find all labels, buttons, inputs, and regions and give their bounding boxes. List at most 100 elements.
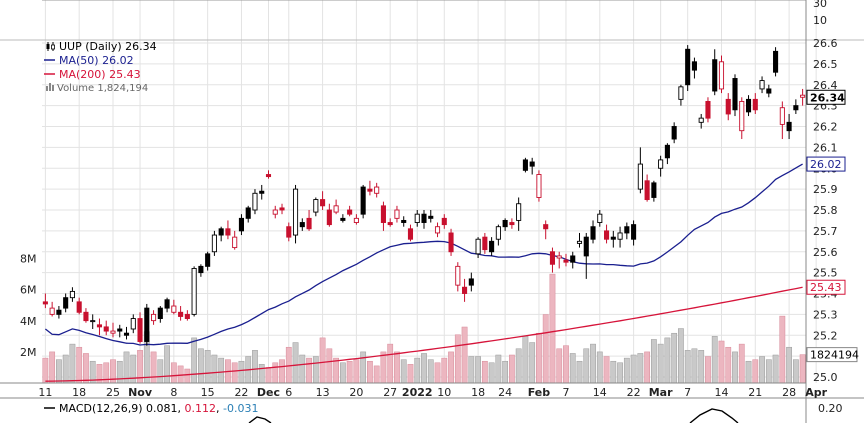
candle-body — [462, 286, 468, 294]
candle-body — [272, 209, 278, 215]
candle-body — [205, 253, 211, 267]
candle-body — [617, 232, 623, 240]
candle-body — [279, 207, 285, 211]
x-tick-label: 14 — [593, 386, 607, 399]
volume-bar — [779, 315, 786, 384]
candle-body — [691, 61, 697, 71]
volume-bar — [590, 343, 596, 384]
candle-body — [151, 313, 157, 322]
volume-bar — [211, 354, 218, 384]
price-badge-label: 26.34 — [810, 91, 845, 104]
volume-bar — [184, 368, 191, 384]
volume-bar — [265, 367, 272, 384]
candle-body — [292, 188, 299, 236]
volume-bar — [380, 351, 387, 384]
price-tick-label: 25.0 — [813, 371, 838, 384]
volume-bar — [488, 362, 495, 384]
price-badge — [806, 156, 846, 172]
x-tick-label: 24 — [498, 386, 512, 399]
volume-bar — [427, 359, 434, 384]
candle-body — [367, 188, 373, 192]
candle-body — [265, 174, 272, 178]
candle-body — [123, 332, 130, 336]
volume-bar — [339, 362, 346, 384]
volume-bar — [623, 357, 630, 384]
volume-bar — [529, 342, 536, 384]
candle-body — [401, 219, 407, 223]
x-tick-label: Dec — [257, 386, 280, 399]
volume-bar — [705, 356, 711, 384]
candle-body — [218, 228, 224, 236]
volume-bar — [637, 353, 644, 384]
x-tick-label: 2022 — [402, 386, 433, 399]
candle-body — [178, 311, 184, 317]
candle-body — [42, 301, 48, 305]
volume-bar — [745, 360, 752, 384]
volume-bar — [563, 345, 569, 384]
candle-body — [779, 107, 785, 125]
volume-bar — [252, 350, 258, 384]
volume-bar — [502, 360, 509, 384]
candle-body — [610, 236, 616, 240]
volume-bar — [373, 365, 380, 384]
x-tick-label: 15 — [201, 386, 215, 399]
candle-body — [184, 313, 190, 319]
x-tick-label: 14 — [714, 386, 728, 399]
candle-body — [211, 234, 217, 253]
candle-body — [725, 98, 731, 115]
price-tick-label: 26.1 — [813, 141, 838, 154]
volume-bar — [786, 346, 792, 384]
candle-body — [238, 217, 244, 232]
candle-body — [49, 307, 55, 315]
volume-bar — [387, 343, 394, 384]
volume-bar — [468, 356, 475, 384]
candle-body — [320, 199, 326, 207]
volume-bar — [759, 356, 765, 384]
volume-bar — [42, 357, 49, 384]
candle-body — [644, 180, 650, 201]
candle-body — [664, 144, 670, 159]
volume-bar — [333, 357, 339, 384]
volume-bar — [204, 350, 211, 384]
x-tick-label: Nov — [128, 386, 153, 399]
volume-bar — [62, 354, 69, 384]
candle-body — [306, 217, 312, 230]
price-tick-label: 25.8 — [813, 204, 838, 217]
volume-bar — [583, 348, 590, 384]
price-tick-label: 30 — [813, 0, 827, 10]
legend-entry: UUP (Daily) 26.34 — [59, 40, 157, 53]
volume-bar — [691, 348, 698, 384]
volume-bar — [434, 362, 441, 384]
x-tick-label: 20 — [349, 386, 363, 399]
volume-bar — [170, 362, 177, 384]
candle-body — [83, 311, 89, 322]
price-tick-label: 25.2 — [813, 329, 838, 342]
volume-bar — [461, 326, 468, 384]
x-tick-label: Apr — [805, 386, 827, 399]
candle-body — [130, 318, 136, 330]
volume-bar — [238, 360, 245, 384]
candle-body — [549, 251, 556, 265]
candle-body — [69, 290, 75, 299]
candle-body — [773, 50, 779, 73]
candle-body — [739, 100, 745, 132]
price-tick-label: 26.4 — [813, 79, 838, 92]
volume-bar — [197, 348, 204, 384]
volume-bar — [400, 359, 407, 384]
volume-bar — [792, 359, 799, 384]
volume-bar — [76, 346, 83, 384]
volume-bar — [752, 359, 759, 384]
volume-bar — [312, 356, 319, 384]
candle-body — [637, 163, 643, 190]
volume-bar — [394, 351, 400, 384]
grid-lines — [0, 0, 864, 383]
volume-bar — [799, 354, 806, 384]
candle-body — [245, 207, 251, 219]
candle-body — [624, 226, 630, 234]
candle-body — [441, 217, 447, 226]
candle-body — [117, 328, 123, 332]
price-tick-label: 25.6 — [813, 246, 838, 259]
x-tick-label: 28 — [782, 386, 796, 399]
candle-body — [353, 217, 359, 223]
